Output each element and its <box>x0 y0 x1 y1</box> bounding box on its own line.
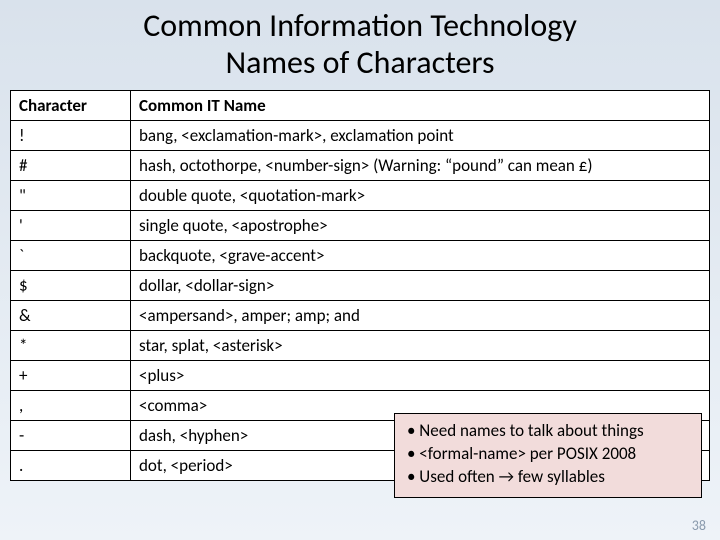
page-number: 38 <box>692 517 706 534</box>
callout-item: • <formal-name> per POSIX 2008 <box>407 443 691 466</box>
slide-title: Common Information Technology Names of C… <box>0 0 720 88</box>
table-row: !bang, <exclamation-mark>, exclamation p… <box>11 120 710 150</box>
callout-item: • Used often → few syllables <box>407 466 691 489</box>
col-header-character: Character <box>11 90 131 120</box>
table-row: *star, splat, <asterisk> <box>11 330 710 360</box>
table-header-row: Character Common IT Name <box>11 90 710 120</box>
cell-itname: <ampersand>, amper; amp; and <box>131 300 710 330</box>
cell-character: ! <box>11 120 131 150</box>
callout-item: • Need names to talk about things <box>407 420 691 443</box>
cell-character: & <box>11 300 131 330</box>
table-row: &<ampersand>, amper; amp; and <box>11 300 710 330</box>
cell-itname: double quote, <quotation-mark> <box>131 180 710 210</box>
cell-character: . <box>11 450 131 480</box>
cell-itname: star, splat, <asterisk> <box>131 330 710 360</box>
cell-character: # <box>11 150 131 180</box>
cell-itname: single quote, <apostrophe> <box>131 210 710 240</box>
cell-character: " <box>11 180 131 210</box>
table-row: $dollar, <dollar-sign> <box>11 270 710 300</box>
cell-character: * <box>11 330 131 360</box>
table-row: `backquote, <grave-accent> <box>11 240 710 270</box>
table-row: "double quote, <quotation-mark> <box>11 180 710 210</box>
table-row: 'single quote, <apostrophe> <box>11 210 710 240</box>
callout-box: • Need names to talk about things • <for… <box>394 413 702 498</box>
cell-itname: <plus> <box>131 360 710 390</box>
cell-character: ' <box>11 210 131 240</box>
cell-character: $ <box>11 270 131 300</box>
cell-itname: bang, <exclamation-mark>, exclamation po… <box>131 120 710 150</box>
title-line-2: Names of Characters <box>225 43 494 82</box>
table-row: #hash, octothorpe, <number-sign> (Warnin… <box>11 150 710 180</box>
cell-character: - <box>11 420 131 450</box>
cell-character: ` <box>11 240 131 270</box>
title-line-1: Common Information Technology <box>143 6 577 45</box>
table-row: +<plus> <box>11 360 710 390</box>
cell-character: + <box>11 360 131 390</box>
cell-itname: dollar, <dollar-sign> <box>131 270 710 300</box>
cell-itname: backquote, <grave-accent> <box>131 240 710 270</box>
col-header-itname: Common IT Name <box>131 90 710 120</box>
cell-itname: hash, octothorpe, <number-sign> (Warning… <box>131 150 710 180</box>
cell-character: , <box>11 390 131 420</box>
